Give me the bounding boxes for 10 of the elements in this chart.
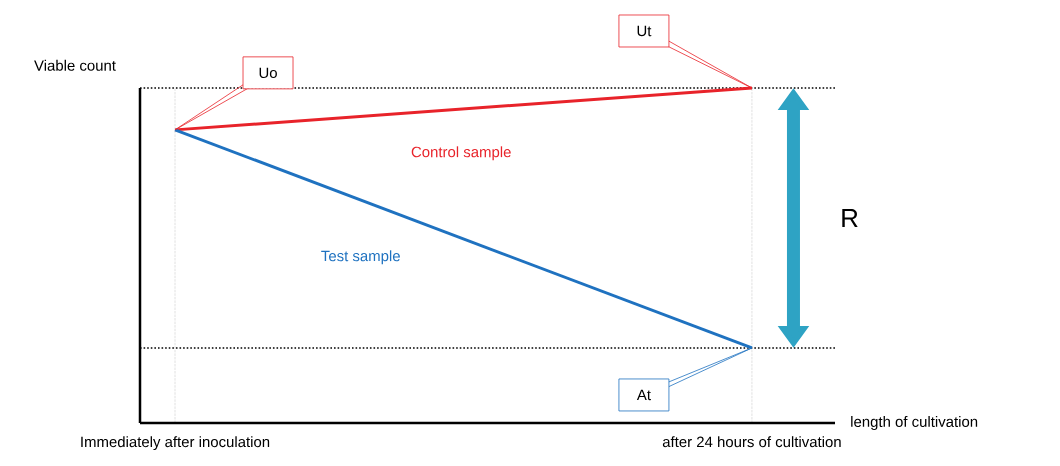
x-tick-label: after 24 hours of cultivation	[662, 436, 841, 448]
y-axis-title: Viable count	[34, 59, 116, 71]
x-tick-label: Immediately after inoculation	[81, 436, 270, 451]
text: Ut	[637, 25, 652, 37]
text: Test sample	[321, 250, 400, 265]
x-axis-title: length of cultivation	[851, 416, 978, 430]
text: R	[842, 209, 858, 227]
text: Uo	[259, 67, 277, 79]
annotation: At	[636, 389, 651, 401]
text: Control sample	[411, 146, 511, 161]
